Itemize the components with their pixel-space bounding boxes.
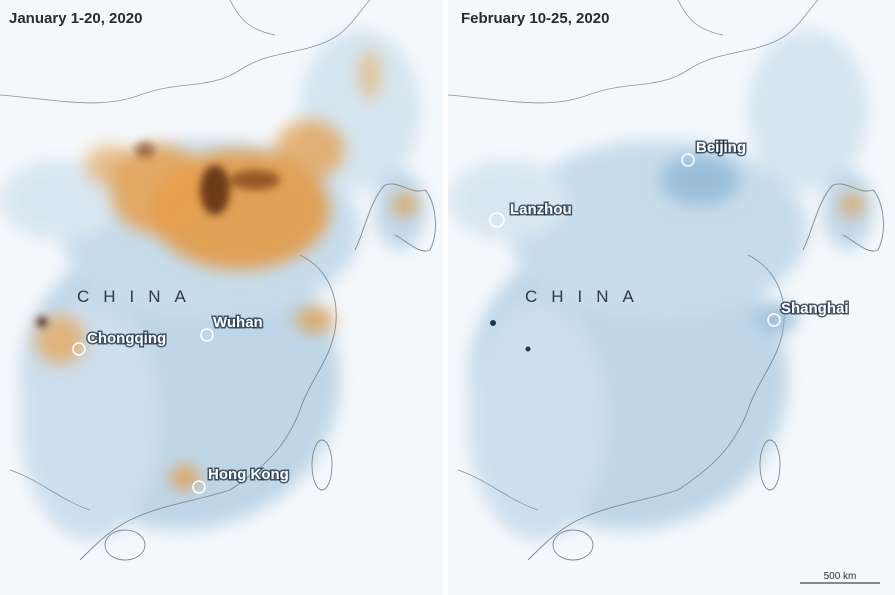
- city-marker: [72, 342, 86, 356]
- city-label: Wuhan: [213, 314, 263, 331]
- city-marker: [489, 212, 505, 228]
- city-marker: [192, 480, 206, 494]
- right-panel: [448, 0, 895, 595]
- city-label: Chongqing: [87, 330, 166, 347]
- left-panel: [0, 0, 447, 595]
- pollution-plume: [35, 50, 417, 490]
- country-label: CHINA: [525, 287, 648, 306]
- city-label: Beijing: [696, 139, 746, 156]
- city-label: Hong Kong: [208, 466, 289, 483]
- city-marker: [681, 153, 695, 167]
- scale-label: 500 km: [824, 571, 857, 582]
- city-label: Shanghai: [781, 300, 849, 317]
- city-label: Lanzhou: [510, 201, 572, 218]
- city-marker: [200, 328, 214, 342]
- country-label: CHINA: [77, 287, 200, 306]
- panel-title: February 10-25, 2020: [461, 10, 609, 27]
- city-marker: [767, 313, 781, 327]
- panel-title: January 1-20, 2020: [9, 10, 142, 27]
